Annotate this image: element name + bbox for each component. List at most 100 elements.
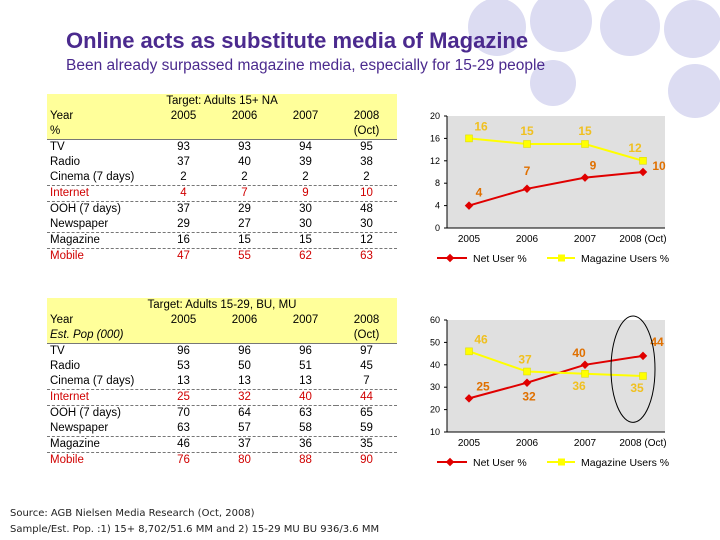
value-cell: 90 xyxy=(360,454,373,466)
legend-net-marker xyxy=(445,457,455,467)
value-cell: 63 xyxy=(177,422,190,434)
x-tick-label: 2006 xyxy=(516,234,539,245)
year-cell: 2005 xyxy=(153,313,214,328)
value-cell: 62 xyxy=(299,250,312,262)
x-tick-label: 2008 (Oct) xyxy=(619,438,666,449)
y-tick-label: 40 xyxy=(430,360,440,370)
value-cell: 44 xyxy=(336,389,397,406)
legend-mag-marker xyxy=(558,254,565,262)
magazine-users-point xyxy=(465,347,473,356)
value-cell: 12 xyxy=(336,232,397,249)
data-label: 15 xyxy=(520,124,534,138)
source-note: Source: AGB Nielsen Media Research (Oct,… xyxy=(10,506,379,538)
value-cell: 40 xyxy=(275,389,336,406)
decor-circle xyxy=(468,0,526,56)
year-cell: 2007 xyxy=(275,109,336,124)
year-note: (Oct) xyxy=(336,124,397,140)
value-cell: 37 xyxy=(177,156,190,168)
table-row: Magazine 46 37 36 35 xyxy=(47,436,397,453)
year-cell: 2008 xyxy=(336,109,397,124)
value-cell: 13 xyxy=(177,375,190,387)
value-cell: 65 xyxy=(360,407,373,419)
value-cell: 25 xyxy=(153,389,214,406)
value-cell: 76 xyxy=(177,454,190,466)
value-cell: 2 xyxy=(180,171,187,183)
year-cell: 2006 xyxy=(214,313,275,328)
table-row: Mobile 76 80 88 90 xyxy=(47,453,397,469)
table-caption: Target: Adults 15-29, BU, MU xyxy=(47,298,397,313)
value-cell: 7 xyxy=(363,375,370,387)
y-tick-label: 12 xyxy=(430,156,440,166)
slide-title: Online acts as substitute media of Magaz… xyxy=(66,28,529,53)
table-row: Radio 37 40 39 38 xyxy=(47,155,397,170)
value-cell: 63 xyxy=(299,407,312,419)
value-cell: 30 xyxy=(360,218,373,230)
table-row: Mobile 47 55 62 63 xyxy=(47,249,397,265)
data-label: 32 xyxy=(522,390,536,404)
slide-subtitle: Been already surpassed magazine media, e… xyxy=(66,57,546,74)
value-cell: 2 xyxy=(241,171,248,183)
value-cell: 94 xyxy=(299,141,312,153)
value-cell: 58 xyxy=(299,422,312,434)
decor-circle xyxy=(530,0,592,52)
value-cell: 48 xyxy=(360,203,373,215)
value-cell: 38 xyxy=(360,156,373,168)
net-user-line xyxy=(468,171,644,207)
value-cell: 32 xyxy=(214,389,275,406)
row-label: TV xyxy=(50,141,65,153)
value-cell: 53 xyxy=(177,360,190,372)
table-row: Internet 4 7 9 10 xyxy=(47,185,397,202)
data-label: 10 xyxy=(652,159,666,173)
net-user-point xyxy=(464,201,474,210)
year-header: Year xyxy=(47,109,153,124)
decor-circle xyxy=(664,0,720,58)
magazine-users-point xyxy=(581,370,589,378)
highlight-ellipse xyxy=(610,315,656,423)
x-tick-label: 2005 xyxy=(458,234,481,245)
table-caption: Target: Adults 15+ NA xyxy=(47,94,397,109)
legend-net-marker xyxy=(445,253,455,263)
row-label: Radio xyxy=(50,360,81,372)
year-cell: 2008 xyxy=(336,313,397,328)
value-cell: 2 xyxy=(302,171,309,183)
data-label: 40 xyxy=(572,346,586,360)
value-cell: 70 xyxy=(177,407,190,419)
y-tick-label: 50 xyxy=(430,337,440,347)
data-label: 37 xyxy=(518,353,532,367)
data-label: 46 xyxy=(474,332,488,346)
line-chart-adults-15plus: 0 4 8 12 16 20 2005 2006 2007 2008 (Oct) 4 7 9 10 16 15… xyxy=(430,111,669,265)
y-tick-label: 10 xyxy=(430,427,440,437)
table-row: TV 96 96 96 97 xyxy=(47,344,397,360)
value-cell: 29 xyxy=(177,218,190,230)
x-tick-label: 2005 xyxy=(458,438,481,449)
value-cell: 64 xyxy=(238,407,251,419)
value-cell: 55 xyxy=(238,250,251,262)
magazine-users-line xyxy=(468,350,644,377)
y-tick-label: 16 xyxy=(430,133,440,143)
legend-label: Magazine Users % xyxy=(581,457,669,469)
value-cell: 96 xyxy=(238,345,251,357)
data-label: 35 xyxy=(630,381,644,395)
value-cell: 97 xyxy=(360,345,373,357)
year-cell: 2006 xyxy=(214,109,275,124)
value-cell: 96 xyxy=(177,345,190,357)
row-label: Internet xyxy=(47,389,153,406)
value-cell: 2 xyxy=(363,171,370,183)
y-tick-label: 0 xyxy=(435,223,440,233)
media-table-adults-15plus: Target: Adults 15+ NA Year 2005 2006 200… xyxy=(47,94,397,264)
value-cell: 15 xyxy=(275,232,336,249)
row-label: OOH (7 days) xyxy=(50,203,121,215)
value-cell: 63 xyxy=(360,250,373,262)
value-cell: 10 xyxy=(336,185,397,202)
value-cell: 80 xyxy=(238,454,251,466)
plot-area xyxy=(447,116,665,228)
value-cell: 36 xyxy=(275,436,336,453)
decor-circle xyxy=(530,60,576,106)
row-label: Cinema (7 days) xyxy=(50,375,135,387)
unit-label: % xyxy=(47,124,153,140)
magazine-users-point xyxy=(639,157,647,165)
table-row: Cinema (7 days) 2 2 2 2 xyxy=(47,170,397,186)
value-cell: 15 xyxy=(214,232,275,249)
data-label: 4 xyxy=(476,186,483,200)
table-row: Magazine 16 15 15 12 xyxy=(47,232,397,249)
